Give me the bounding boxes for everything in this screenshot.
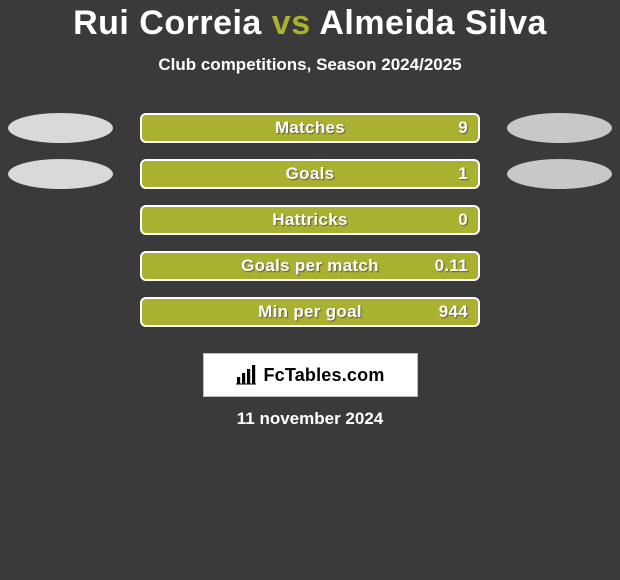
right-ellipse bbox=[507, 113, 612, 143]
player2-name: Almeida Silva bbox=[319, 4, 547, 42]
stat-label: Goals bbox=[286, 164, 335, 184]
stat-value: 0.11 bbox=[435, 256, 468, 276]
vs-separator: vs bbox=[272, 4, 311, 42]
stat-bar: Matches 9 bbox=[140, 113, 480, 143]
left-ellipse bbox=[8, 159, 113, 189]
stat-value: 9 bbox=[458, 118, 468, 138]
subtitle: Club competitions, Season 2024/2025 bbox=[0, 55, 620, 75]
stat-bar: Hattricks 0 bbox=[140, 205, 480, 235]
stat-label: Matches bbox=[275, 118, 345, 138]
date-text: 11 november 2024 bbox=[0, 409, 620, 429]
stat-value: 0 bbox=[458, 210, 468, 230]
stat-label: Hattricks bbox=[272, 210, 347, 230]
right-ellipse bbox=[507, 159, 612, 189]
stat-label: Min per goal bbox=[258, 302, 362, 322]
stat-row: Min per goal 944 bbox=[0, 289, 620, 335]
stat-row: Matches 9 bbox=[0, 105, 620, 151]
stat-bar: Goals per match 0.11 bbox=[140, 251, 480, 281]
stat-bar: Min per goal 944 bbox=[140, 297, 480, 327]
player1-name: Rui Correia bbox=[73, 4, 262, 42]
stat-row: Goals per match 0.11 bbox=[0, 243, 620, 289]
bar-chart-icon bbox=[235, 365, 257, 385]
stat-bar: Goals 1 bbox=[140, 159, 480, 189]
stat-value: 944 bbox=[439, 302, 468, 322]
stat-rows: Matches 9 Goals 1 Hattricks 0 Goals per match 0… bbox=[0, 105, 620, 335]
comparison-card: Rui Correia vs Almeida Silva Club compet… bbox=[0, 0, 620, 580]
stat-label: Goals per match bbox=[241, 256, 379, 276]
stat-value: 1 bbox=[458, 164, 468, 184]
title: Rui Correia vs Almeida Silva bbox=[0, 4, 620, 43]
brand-box[interactable]: FcTables.com bbox=[203, 353, 418, 397]
brand-text: FcTables.com bbox=[263, 365, 384, 386]
left-ellipse bbox=[8, 113, 113, 143]
stat-row: Hattricks 0 bbox=[0, 197, 620, 243]
stat-row: Goals 1 bbox=[0, 151, 620, 197]
